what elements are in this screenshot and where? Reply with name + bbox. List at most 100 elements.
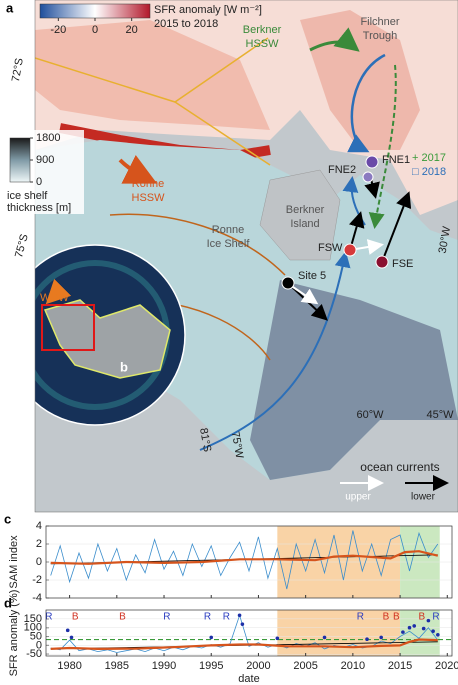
y-axis-label: SAM index: [8, 535, 20, 589]
colorbar-tick-label: 900: [36, 154, 54, 166]
data-point: [322, 635, 327, 640]
inset-label: b: [120, 359, 128, 374]
x-tick-label: 1990: [152, 660, 176, 672]
map-label: Filchner: [360, 16, 399, 28]
x-tick-label: 1995: [199, 660, 223, 672]
site-label: FSE: [392, 258, 413, 270]
legend-label: upper: [345, 492, 371, 503]
event-label: B: [383, 612, 390, 623]
x-tick-label: 2020: [435, 660, 458, 672]
y-tick-label: 50: [30, 630, 42, 642]
lat-label: 75°S: [13, 233, 31, 259]
site-label: FNE2: [328, 164, 356, 176]
panel-label: a: [6, 0, 14, 15]
data-point: [240, 622, 245, 626]
x-tick-label: 1980: [57, 660, 81, 672]
map-label: Trough: [363, 30, 397, 42]
event-label: R: [204, 612, 211, 623]
x-tick-label: 1985: [105, 660, 129, 672]
data-point: [421, 626, 426, 631]
x-tick-label: 2010: [341, 660, 365, 672]
year-label: + 2017: [412, 152, 446, 164]
data-point: [365, 637, 369, 641]
event-label: B: [119, 612, 126, 623]
x-tick-label: 2000: [246, 660, 270, 672]
map: [35, 0, 458, 512]
colorbar-tick-label: -20: [50, 24, 66, 36]
map-label: Berkner: [243, 24, 282, 36]
data-point: [436, 632, 440, 637]
data-point: [237, 613, 242, 618]
site-label: FNE1: [382, 154, 410, 166]
plot-frame: [45, 525, 453, 599]
panel-label: c: [4, 511, 11, 526]
y-tick-label: 4: [36, 520, 42, 532]
year-label: □ 2018: [412, 166, 446, 178]
data-point: [412, 624, 417, 628]
data-point: [209, 635, 214, 640]
colorbar-tick-label: 1800: [36, 132, 60, 144]
panel-label: d: [4, 595, 12, 610]
colorbar-label: ice shelf: [7, 190, 48, 202]
event-label: R: [45, 612, 52, 623]
data-point: [426, 618, 431, 623]
lon-label: 45°W: [426, 409, 454, 421]
x-axis-label: date: [238, 673, 259, 685]
shaded-period: [277, 610, 401, 656]
sfr-colorbar: [39, 3, 151, 19]
lon-label: 30°W: [437, 225, 454, 254]
data-point: [401, 630, 405, 634]
data-point: [431, 629, 435, 634]
data-point: [407, 625, 412, 630]
plot-frame: [45, 609, 453, 657]
y-tick-label: 0: [36, 639, 42, 651]
y-tick-label: -2: [32, 574, 42, 586]
series-line: [50, 638, 438, 651]
event-label: R: [432, 612, 439, 623]
x-tick-label: 2005: [293, 660, 317, 672]
colorbar-tick-label: 0: [92, 24, 98, 36]
map-label: HSSW: [246, 38, 280, 50]
map-label: HSSW: [132, 192, 166, 204]
lon-label: 75°W: [229, 431, 246, 460]
map-label: Ronne: [132, 178, 164, 190]
y-tick-label: 150: [24, 613, 42, 625]
lat-label: 72°S: [10, 57, 26, 83]
legend-label: lower: [411, 492, 436, 503]
inset: [35, 244, 186, 426]
y-tick-label: 0: [36, 556, 42, 568]
map-label: Island: [290, 218, 319, 230]
y-tick-label: -4: [32, 592, 42, 604]
map-label: Ice Shelf: [207, 238, 251, 250]
x-tick-label: 2015: [388, 660, 412, 672]
colorbar-tick-label: 0: [36, 176, 42, 188]
site-label: Site 5: [298, 270, 326, 282]
y-axis-label: SFR anomaly (%): [8, 590, 20, 677]
map-label: Berkner: [286, 204, 325, 216]
legend-title: ocean currents: [360, 460, 439, 474]
map-label: Ronne: [212, 224, 244, 236]
colorbar-title: SFR anomaly [W m⁻²]: [154, 4, 262, 16]
event-label: B: [72, 612, 79, 623]
event-label: B: [393, 612, 400, 623]
data-point: [379, 635, 383, 640]
y-tick-label: -50: [26, 648, 42, 660]
y-tick-label: 2: [36, 538, 42, 550]
site-label: FSW: [318, 242, 343, 254]
data-point: [69, 635, 74, 640]
ice-colorbar: [9, 137, 31, 183]
event-label: R: [163, 612, 170, 623]
series-line: [50, 530, 439, 590]
data-point: [275, 636, 280, 641]
data-point: [65, 628, 70, 633]
map-label: WDW: [40, 292, 69, 304]
series-line: [50, 550, 439, 565]
lon-label: 81°S: [197, 427, 213, 453]
y-tick-label: 100: [24, 622, 42, 634]
lon-label: 60°W: [356, 409, 384, 421]
colorbar-label: thickness [m]: [7, 202, 71, 214]
colorbar-period: 2015 to 2018: [154, 18, 218, 30]
event-label: R: [223, 612, 230, 623]
